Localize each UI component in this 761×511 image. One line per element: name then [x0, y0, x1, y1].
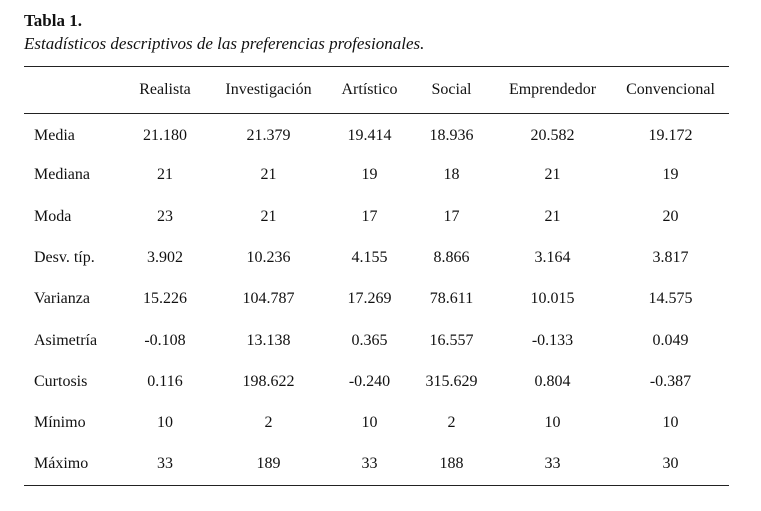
table-title: Estadísticos descriptivos de las prefere…: [24, 34, 425, 53]
table-cell: 0.116: [147, 372, 183, 390]
table-row-minimo: Mínimo 10 2 10 2 10 10: [24, 403, 729, 444]
column-header-convencional: Convencional: [612, 66, 729, 114]
table-row-media: Media 21.180 21.379 19.414 18.936 20.582…: [24, 114, 729, 155]
table-cell: 0.365: [351, 331, 388, 349]
descriptive-stats-table: Realista Investigación Artístico Social …: [24, 66, 729, 486]
table-row-curtosis: Curtosis 0.116 198.622 -0.240 315.629 0.…: [24, 361, 729, 402]
table-row-moda: Moda 23 21 17 17 21 20: [24, 196, 729, 237]
table-cell: 20.582: [530, 126, 575, 144]
table-cell: 198.622: [242, 372, 295, 390]
table-cell: 19: [361, 166, 378, 184]
table-cell: 10: [544, 414, 561, 432]
table-cell: 15.226: [143, 290, 187, 308]
table-cell: 20: [662, 207, 679, 225]
table-cell: 3.817: [652, 249, 689, 267]
row-label: Moda: [34, 207, 72, 225]
row-label: Varianza: [34, 290, 90, 308]
table-cell: 18: [443, 166, 460, 184]
table-cell: 13.138: [246, 331, 291, 349]
table-cell: 4.155: [351, 249, 388, 267]
table-cell: 21: [157, 166, 173, 184]
row-label: Media: [34, 126, 75, 144]
table-cell: 21: [544, 166, 561, 184]
table-cell: 19: [662, 166, 679, 184]
table-cell: 17: [361, 207, 378, 225]
table-cell: 315.629: [425, 372, 478, 390]
table-cell: 3.164: [534, 249, 571, 267]
table-cell: 33: [122, 443, 208, 486]
row-label: Mínimo: [34, 414, 86, 432]
table-cell: 0.049: [652, 331, 689, 349]
table-row-varianza: Varianza 15.226 104.787 17.269 78.611 10…: [24, 279, 729, 320]
table-cell: 33: [329, 443, 410, 486]
table-cell: 10.015: [530, 290, 575, 308]
table-cell: 21: [544, 207, 561, 225]
column-header-social: Social: [410, 66, 493, 114]
table-row-maximo: Máximo 33 189 33 188 33 30: [24, 443, 729, 486]
table-cell: 21: [260, 207, 277, 225]
header-row: Realista Investigación Artístico Social …: [24, 66, 729, 114]
column-header-emprendedor: Emprendedor: [493, 66, 612, 114]
table-cell: 17: [443, 207, 460, 225]
table-cell: 14.575: [648, 290, 693, 308]
table-cell: 21: [260, 166, 277, 184]
table-cell: 2: [264, 414, 273, 432]
table-cell: 23: [157, 207, 173, 225]
table-cell: 19.414: [347, 126, 392, 144]
table-cell: 189: [208, 443, 329, 486]
table-row-mediana: Mediana 21 21 19 18 21 19: [24, 155, 729, 196]
table-cell: 78.611: [429, 290, 474, 308]
row-label: Desv. típ.: [34, 249, 95, 267]
row-label: Máximo: [24, 443, 122, 486]
table-number: Tabla 1.: [24, 11, 82, 30]
header-corner-cell: [24, 66, 122, 114]
table-cell: 0.804: [534, 372, 571, 390]
table-cell: -0.108: [144, 331, 186, 349]
table-cell: 10: [662, 414, 679, 432]
table-cell: 188: [410, 443, 493, 486]
row-label: Mediana: [34, 166, 90, 184]
row-label: Asimetría: [34, 331, 98, 349]
table-cell: -0.133: [531, 331, 574, 349]
table-cell: 30: [612, 443, 729, 486]
table-cell: 16.557: [429, 331, 474, 349]
table-cell: 3.902: [147, 249, 183, 267]
table-cell: 104.787: [242, 290, 295, 308]
table-cell: 8.866: [433, 249, 470, 267]
column-header-realista: Realista: [122, 66, 208, 114]
column-header-artistico: Artístico: [329, 66, 410, 114]
table-cell: 19.172: [648, 126, 693, 144]
table-cell: 2: [447, 414, 456, 432]
table-cell: -0.387: [649, 372, 692, 390]
table-cell: 18.936: [429, 126, 474, 144]
table-cell: 10.236: [246, 249, 291, 267]
table-cell: 10: [361, 414, 378, 432]
table-cell: 21.180: [143, 126, 187, 144]
table-cell: 21.379: [246, 126, 291, 144]
table-cell: -0.240: [348, 372, 391, 390]
table-row-desv-tip: Desv. típ. 3.902 10.236 4.155 8.866 3.16…: [24, 237, 729, 278]
table-cell: 17.269: [347, 290, 392, 308]
table-cell: 10: [157, 414, 173, 432]
row-label: Curtosis: [34, 372, 88, 390]
table-cell: 33: [493, 443, 612, 486]
table-row-asimetria: Asimetría -0.108 13.138 0.365 16.557 -0.…: [24, 320, 729, 361]
column-header-investigacion: Investigación: [208, 66, 329, 114]
